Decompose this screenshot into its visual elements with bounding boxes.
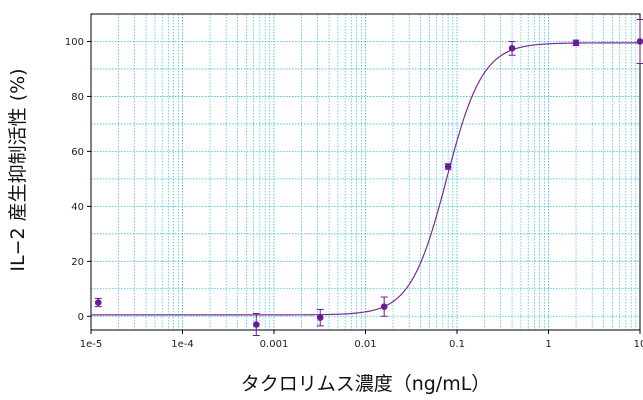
y-tick-label: 60 [71,147,84,158]
x-tick-label: 1e-5 [80,339,103,350]
x-tick-label: 1 [545,339,551,350]
x-tick-label: 0.01 [354,339,376,350]
y-tick-label: 20 [71,257,84,268]
data-point [380,303,388,310]
x-tick-label: 1e-4 [171,339,194,350]
grid-lines [90,13,640,330]
y-tick-label: 80 [71,92,84,103]
y-axis-title: IL−2 産生抑制活性 (%) [7,68,29,271]
x-tick-label: 0.001 [260,339,289,350]
fit-curve [91,42,640,316]
x-tick-label: 10 [634,339,643,350]
data-point [508,45,516,52]
plot-frame [90,13,641,331]
y-tick-label: 0 [78,312,84,323]
data-points [94,18,643,336]
x-tick-label: 0.1 [449,339,465,350]
data-point [572,39,580,47]
data-point [94,299,102,306]
data-point [444,163,452,170]
y-tick-label: 100 [65,37,84,48]
x-axis-title: タクロリムス濃度（ng/mL） [241,373,491,395]
data-point [636,38,643,45]
data-point [316,314,324,321]
data-point [252,321,260,328]
y-tick-label: 40 [71,202,84,213]
